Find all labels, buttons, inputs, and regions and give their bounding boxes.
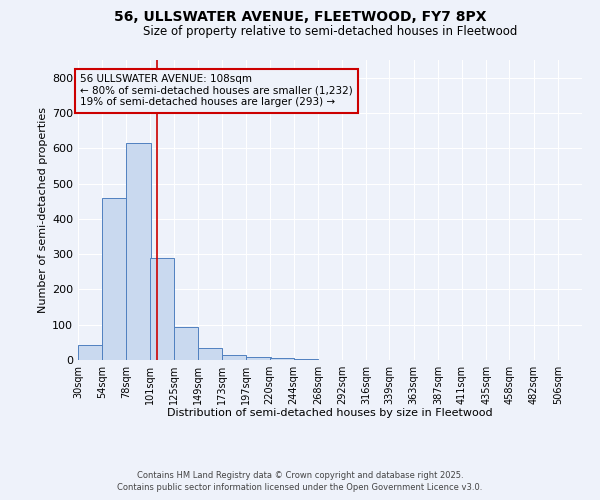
Bar (198, 348, 222, 360)
Bar (247, 357, 271, 360)
X-axis label: Distribution of semi-detached houses by size in Fleetwood: Distribution of semi-detached houses by … (167, 408, 493, 418)
Text: 56 ULLSWATER AVENUE: 108sqm
← 80% of semi-detached houses are smaller (1,232)
19: 56 ULLSWATER AVENUE: 108sqm ← 80% of sem… (80, 74, 353, 108)
Title: Size of property relative to semi-detached houses in Fleetwood: Size of property relative to semi-detach… (143, 25, 517, 38)
Bar (174, 327, 198, 360)
Bar (127, 143, 151, 360)
Y-axis label: Number of semi-detached properties: Number of semi-detached properties (38, 107, 48, 313)
Bar (78, 345, 102, 360)
Bar (269, 358, 294, 360)
Bar (149, 258, 174, 360)
Text: Contains HM Land Registry data © Crown copyright and database right 2025.
Contai: Contains HM Land Registry data © Crown c… (118, 471, 482, 492)
Bar (102, 198, 127, 360)
Text: 56, ULLSWATER AVENUE, FLEETWOOD, FY7 8PX: 56, ULLSWATER AVENUE, FLEETWOOD, FY7 8PX (114, 10, 486, 24)
Bar (222, 354, 247, 360)
